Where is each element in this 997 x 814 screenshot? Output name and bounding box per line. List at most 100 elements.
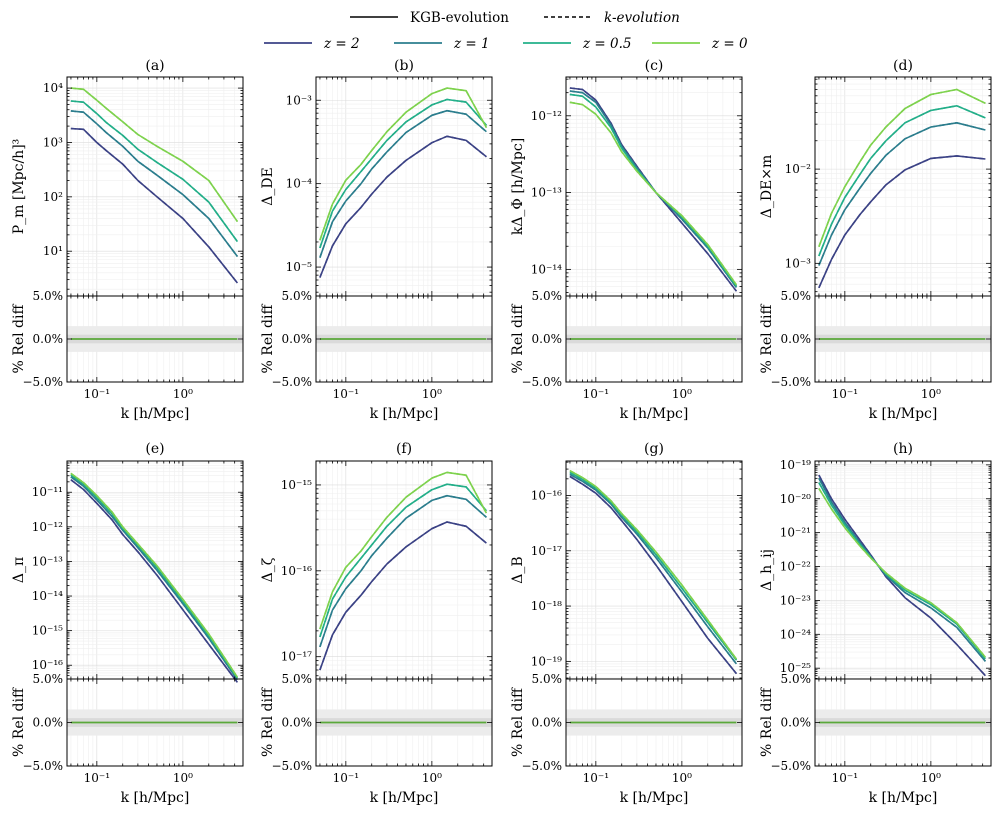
panel-title: (f) — [396, 441, 412, 457]
series-line-k-color — [818, 88, 986, 247]
x-tick-label: 10⁻¹ — [583, 771, 609, 785]
y-axis-label: Δ_B — [510, 556, 526, 583]
series-line-k-color — [70, 472, 239, 678]
diff-y-tick-label: 5.0% — [282, 289, 313, 303]
series-line-kgb — [818, 155, 986, 289]
y-tick-label: 10⁻¹¹ — [32, 485, 63, 499]
diff-y-axis-label: % Rel diff — [759, 304, 775, 374]
y-tick-label: 10⁻¹⁷ — [531, 544, 562, 558]
series-line-k-color — [70, 100, 239, 243]
x-tick-label: 10⁻¹ — [333, 771, 359, 785]
series-line-k — [818, 474, 986, 677]
x-axis-label: k [h/Mpc] — [869, 790, 938, 806]
y-tick-label: 10⁻²³ — [780, 593, 811, 607]
series-line-k-color — [319, 471, 488, 630]
diff-y-tick-label: −5.0% — [770, 759, 811, 773]
diff-y-tick-label: 5.0% — [33, 289, 64, 303]
series-line-k-color — [569, 475, 738, 675]
diff-y-tick-label: −5.0% — [271, 759, 312, 773]
y-tick-label: 10⁻³ — [785, 256, 812, 270]
panel: (c) 10⁻¹⁴ 10⁻¹³ 10⁻¹² kΔ_Φ [h/Mpc] 5.0% 0.0% −5… — [510, 58, 743, 422]
series-line-k — [70, 474, 238, 679]
panel-title: (b) — [394, 58, 414, 74]
series-line-k — [818, 122, 986, 266]
diff-y-tick-label: 0.0% — [781, 332, 812, 346]
panel: (e) 10⁻¹⁶ 10⁻¹⁵ 10⁻¹⁴ 10⁻¹³ 10⁻¹² 10⁻¹¹ Δ_π 5.0%… — [11, 441, 244, 806]
series-line-kgb — [70, 87, 239, 223]
y-tick-label: 10⁻⁴ — [286, 177, 313, 191]
series-line-kgb — [818, 105, 986, 257]
x-tick-label: 10⁻¹ — [84, 387, 110, 401]
x-tick-label: 10⁰ — [422, 387, 442, 401]
series-line-kgb — [319, 109, 487, 258]
series-line-k-color — [70, 87, 239, 223]
y-tick-label: 10⁻¹⁹ — [531, 654, 562, 668]
diff-y-tick-label: 0.0% — [532, 332, 563, 346]
x-axis-label: k [h/Mpc] — [370, 406, 439, 422]
legend-label-k: k-evolution — [604, 10, 680, 26]
series-line-k-color — [319, 98, 488, 249]
x-tick-label: 10⁻¹ — [832, 771, 858, 785]
series-line-kgb — [569, 469, 738, 660]
x-axis-label: k [h/Mpc] — [620, 790, 689, 806]
diff-y-tick-label: −5.0% — [521, 759, 562, 773]
series-line-kgb — [569, 475, 738, 675]
legend-redshifts: z = 2 z = 1 z = 0.5 z = 0 — [264, 36, 748, 52]
x-tick-label: 10⁰ — [921, 771, 941, 785]
x-tick-label: 10⁰ — [672, 387, 692, 401]
y-axis-label: Δ_DE — [260, 167, 276, 206]
y-axis-label: Δ_DE×m — [759, 155, 775, 219]
y-tick-label: 10⁴ — [43, 81, 63, 95]
y-tick-label: 10⁻¹⁵ — [281, 478, 312, 492]
diff-y-tick-label: 5.0% — [532, 672, 563, 686]
series-line-k-color — [569, 93, 738, 287]
diff-y-tick-label: 0.0% — [781, 716, 812, 730]
y-tick-label: 10⁻¹⁵ — [32, 624, 63, 638]
y-tick-label: 10⁻²⁵ — [780, 661, 811, 675]
diff-y-tick-label: −5.0% — [22, 375, 63, 389]
series-line-k — [319, 135, 487, 278]
series-line-k-color — [319, 109, 487, 258]
diff-y-tick-label: 0.0% — [33, 332, 64, 346]
x-tick-label: 10⁰ — [422, 771, 442, 785]
x-axis-label: k [h/Mpc] — [121, 790, 190, 806]
series-line-k-color — [818, 488, 987, 658]
y-tick-label: 10⁻¹⁶ — [32, 658, 63, 672]
series-line-k-color — [70, 479, 239, 683]
series-line-k-color — [818, 121, 986, 266]
y-tick-label: 10⁻¹⁶ — [531, 488, 562, 502]
series-line-kgb — [818, 474, 986, 677]
series-line-k-color — [70, 476, 239, 681]
y-tick-label: 10⁻¹² — [32, 520, 63, 534]
y-tick-label: 10⁻²² — [780, 560, 811, 574]
diff-y-tick-label: −5.0% — [770, 375, 811, 389]
diff-y-tick-label: 0.0% — [33, 716, 64, 730]
series-line-kgb — [818, 88, 986, 247]
y-tick-label: 10³ — [43, 135, 63, 149]
diff-y-axis-label: % Rel diff — [260, 304, 276, 374]
panel: (g) 10⁻¹⁹ 10⁻¹⁸ 10⁻¹⁷ 10⁻¹⁶ Δ_B 5.0% 0.0% −5.0% 1… — [510, 441, 743, 806]
diff-y-tick-label: 5.0% — [282, 672, 313, 686]
series-line-k — [70, 87, 238, 222]
series-line-k-color — [569, 473, 738, 665]
series-line-k — [818, 88, 986, 247]
panel-title: (a) — [145, 58, 164, 74]
x-tick-label: 10⁰ — [173, 387, 193, 401]
series-line-k-color — [569, 87, 738, 292]
x-tick-label: 10⁰ — [921, 387, 941, 401]
series-line-k — [319, 521, 487, 671]
series-line-k — [818, 105, 986, 257]
panel: (b) 10⁻⁵ 10⁻⁴ 10⁻³ Δ_DE 5.0% 0.0% −5.0% 10⁻¹ 10⁰%… — [260, 58, 493, 422]
series-line-kgb — [319, 135, 487, 278]
panel: (a) 10¹ 10² 10³ 10⁴ P_m [Mpc/h]³ 5.0% 0.0% −5.0%… — [11, 58, 244, 422]
y-tick-label: 10⁻² — [785, 162, 812, 176]
series-line-kgb — [319, 521, 487, 671]
diff-y-tick-label: 0.0% — [532, 716, 563, 730]
series-line-k-color — [319, 521, 487, 671]
diff-y-axis-label: % Rel diff — [260, 687, 276, 757]
series-line-kgb — [319, 87, 488, 241]
series-line-k-color — [70, 127, 239, 284]
diff-y-axis-label: % Rel diff — [11, 304, 27, 374]
series-line-k-color — [818, 474, 986, 677]
